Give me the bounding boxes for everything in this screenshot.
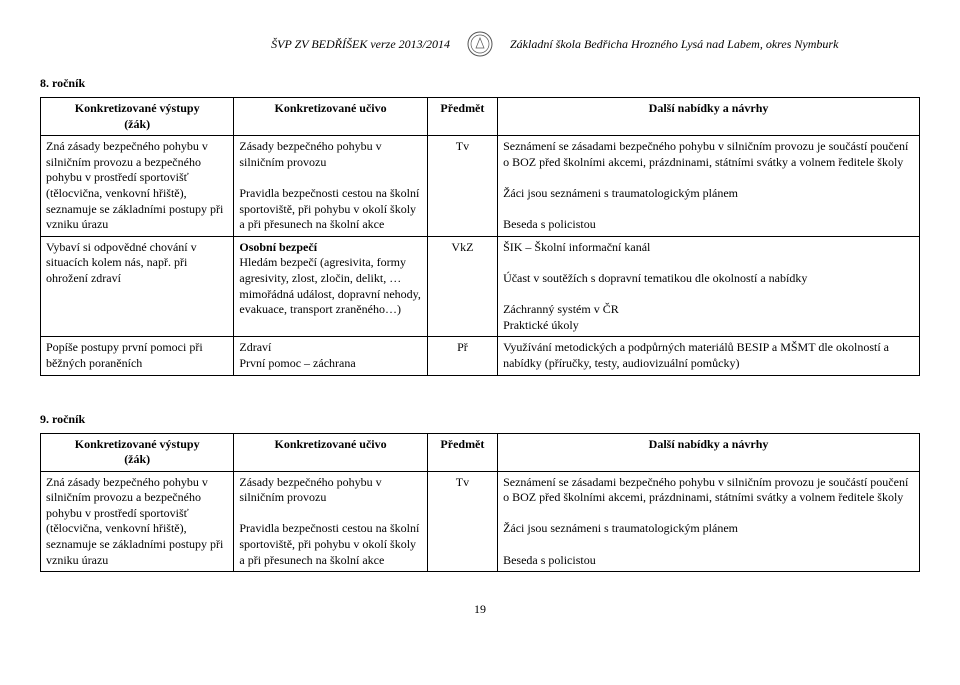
cell-notes: Využívání metodických a podpůrných mater…	[498, 337, 920, 375]
cell-subject: VkZ	[427, 236, 497, 337]
cell-curriculum: Zásady bezpečného pohybu v silničním pro…	[234, 136, 427, 237]
column-header: Konkretizované učivo	[234, 433, 427, 471]
table-row: Zná zásady bezpečného pohybu v silničním…	[41, 471, 920, 572]
column-header: Předmět	[427, 433, 497, 471]
curriculum-table: Konkretizované výstupy(žák)Konkretizovan…	[40, 433, 920, 573]
cell-notes: Seznámení se zásadami bezpečného pohybu …	[498, 471, 920, 572]
page-header: ŠVP ZV BEDŘÍŠEK verze 2013/2014 Základní…	[40, 30, 920, 58]
column-header: Konkretizované učivo	[234, 98, 427, 136]
column-header: Předmět	[427, 98, 497, 136]
cell-subject: Tv	[427, 471, 497, 572]
table-row: Popíše postupy první pomoci při běžných …	[41, 337, 920, 375]
column-header: Další nabídky a návrhy	[498, 98, 920, 136]
cell-subject: Př	[427, 337, 497, 375]
cell-curriculum: Osobní bezpečíHledám bezpečí (agresivita…	[234, 236, 427, 337]
header-right: Základní škola Bedřicha Hrozného Lysá na…	[504, 37, 920, 52]
cell-outcomes: Vybaví si odpovědné chování v situacích …	[41, 236, 234, 337]
cell-subject: Tv	[427, 136, 497, 237]
cell-notes: Seznámení se zásadami bezpečného pohybu …	[498, 136, 920, 237]
curriculum-table: Konkretizované výstupy(žák)Konkretizovan…	[40, 97, 920, 376]
cell-outcomes: Zná zásady bezpečného pohybu v silničním…	[41, 136, 234, 237]
section-title: 8. ročník	[40, 76, 920, 91]
cell-outcomes: Zná zásady bezpečného pohybu v silničním…	[41, 471, 234, 572]
column-header: Konkretizované výstupy(žák)	[41, 98, 234, 136]
cell-outcomes: Popíše postupy první pomoci při běžných …	[41, 337, 234, 375]
page-number: 19	[40, 602, 920, 617]
table-row: Vybaví si odpovědné chování v situacích …	[41, 236, 920, 337]
cell-curriculum: ZdravíPrvní pomoc – záchrana	[234, 337, 427, 375]
table-row: Zná zásady bezpečného pohybu v silničním…	[41, 136, 920, 237]
section-title: 9. ročník	[40, 412, 920, 427]
cell-notes: ŠIK – Školní informační kanálÚčast v sou…	[498, 236, 920, 337]
column-header: Konkretizované výstupy(žák)	[41, 433, 234, 471]
school-logo-icon	[466, 30, 494, 58]
cell-curriculum: Zásady bezpečného pohybu v silničním pro…	[234, 471, 427, 572]
header-left: ŠVP ZV BEDŘÍŠEK verze 2013/2014	[40, 37, 456, 52]
column-header: Další nabídky a návrhy	[498, 433, 920, 471]
